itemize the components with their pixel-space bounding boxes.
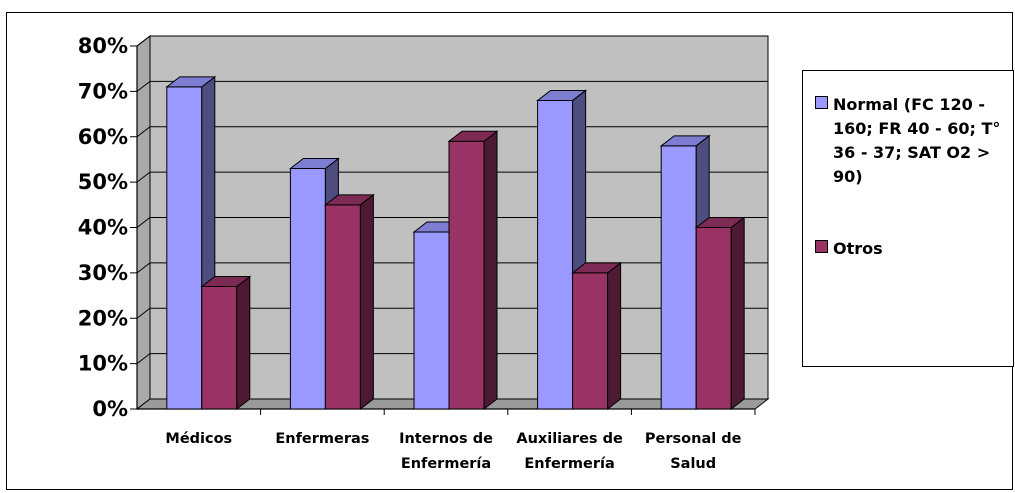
y-tick-label: 70% xyxy=(78,79,128,103)
x-tick-label: Enfermeras xyxy=(275,431,369,447)
x-tick-label: Médicos xyxy=(165,431,232,447)
gridline-side xyxy=(136,262,151,274)
bar-top xyxy=(571,262,623,274)
legend-label-normal: Normal (FC 120 - 160; FR 40 - 60; T° 36 … xyxy=(833,95,1001,186)
y-tick-label: 40% xyxy=(78,216,128,240)
gridline-side xyxy=(136,80,151,92)
bar-otros xyxy=(571,261,623,411)
bar-top xyxy=(447,130,499,142)
bar-front xyxy=(572,272,609,410)
bar-front xyxy=(413,231,450,410)
y-tick-label: 60% xyxy=(78,125,128,149)
bar-otros xyxy=(694,216,746,411)
x-tick-label: Enfermería xyxy=(401,456,491,472)
bar-front xyxy=(448,140,485,410)
y-tick-label: 20% xyxy=(78,306,128,330)
x-tick-label: Salud xyxy=(670,456,716,472)
bar-front xyxy=(166,86,203,410)
y-tick-label: 50% xyxy=(78,170,128,194)
bar-side xyxy=(359,193,374,411)
bar-top xyxy=(694,217,746,228)
gridline-side xyxy=(136,126,151,138)
gridline-side xyxy=(136,171,151,183)
bar-side xyxy=(236,275,251,411)
legend-label-otros: Otros xyxy=(833,239,883,258)
bar-top xyxy=(200,275,252,287)
y-tick-label: 80% xyxy=(78,34,128,58)
gridline-side xyxy=(136,35,151,47)
bar-side xyxy=(730,216,745,411)
bar-side xyxy=(483,130,498,411)
y-tick-label: 30% xyxy=(78,261,128,285)
bar-top xyxy=(165,76,217,88)
x-tick-label: Auxiliares de xyxy=(516,431,623,447)
bar-otros xyxy=(447,130,499,411)
bar-top xyxy=(323,194,375,206)
legend-swatch-otros xyxy=(815,240,828,253)
bar-front xyxy=(201,285,238,410)
bar-front xyxy=(695,227,732,410)
gridline-side xyxy=(136,353,151,365)
bar-front xyxy=(289,168,326,410)
legend-swatch-normal xyxy=(815,96,828,109)
x-tick-label: Personal de xyxy=(645,431,742,447)
bar-front xyxy=(537,99,574,410)
x-tick-label: Enfermería xyxy=(524,456,614,472)
gridline-side xyxy=(136,217,151,228)
bar-top xyxy=(659,135,711,147)
y-tick-label: 10% xyxy=(78,352,128,376)
gridline-side xyxy=(136,307,151,319)
y-tick-label: 0% xyxy=(92,397,128,421)
bar-otros xyxy=(323,193,375,411)
bar-side xyxy=(607,261,622,411)
bar-top xyxy=(536,89,588,101)
bar-front xyxy=(324,204,361,410)
bar-otros xyxy=(200,275,252,411)
x-tick-label: Internos de xyxy=(399,431,493,447)
bar-top xyxy=(288,158,340,170)
legend: Normal (FC 120 - 160; FR 40 - 60; T° 36 … xyxy=(802,70,1014,367)
bar-front xyxy=(660,145,697,410)
